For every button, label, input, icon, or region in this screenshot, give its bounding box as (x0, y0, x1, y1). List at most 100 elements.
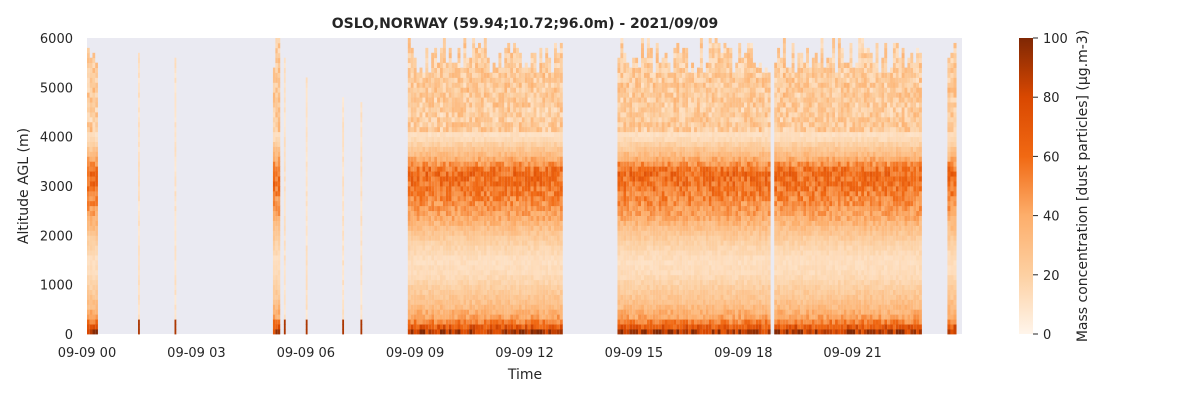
heatmap-cell (641, 38, 644, 44)
heatmap-cell (457, 131, 461, 138)
heatmap-cell (480, 112, 484, 118)
heatmap-cell (548, 141, 552, 147)
heatmap-cell (434, 299, 438, 305)
heatmap-cell (655, 195, 659, 202)
heatmap-cell (554, 102, 557, 108)
heatmap-cell (617, 294, 621, 300)
heatmap-cell (360, 225, 363, 231)
heatmap-cell (416, 156, 420, 162)
heatmap-cell (652, 260, 656, 266)
heatmap-cell (138, 215, 140, 221)
heatmap-cell (486, 166, 490, 172)
heatmap-cell (559, 210, 563, 216)
heatmap-cell (431, 67, 435, 73)
heatmap-cell (489, 210, 493, 216)
heatmap-cell (442, 121, 446, 128)
heatmap-cell (638, 309, 642, 315)
heatmap-cell (548, 87, 552, 93)
heatmap-cell (554, 269, 557, 276)
heatmap-cell (451, 62, 455, 68)
heatmap-cell (480, 77, 484, 83)
heatmap-cell (277, 225, 281, 231)
heatmap-cell (536, 190, 540, 197)
heatmap-cell (643, 274, 647, 281)
heatmap-cell (407, 269, 411, 276)
heatmap-cell (283, 57, 286, 64)
heatmap-cell (527, 230, 531, 236)
heatmap-cell (545, 102, 549, 108)
heatmap-cell (457, 141, 461, 147)
heatmap-cell (469, 195, 473, 202)
heatmap-cell (428, 255, 432, 261)
heatmap-cell (454, 72, 458, 78)
heatmap-cell (448, 141, 452, 147)
heatmap-cell (516, 112, 519, 118)
heatmap-cell (551, 250, 555, 256)
heatmap-cell (138, 121, 140, 128)
heatmap-cell (272, 166, 276, 172)
heatmap-cell (428, 195, 432, 202)
heatmap-cell (305, 250, 308, 256)
heatmap-cell (89, 136, 93, 142)
heatmap-cell (483, 107, 487, 113)
heatmap-cell (425, 47, 429, 54)
heatmap-cell (434, 116, 438, 123)
heatmap-cell (445, 62, 449, 68)
heatmap-cell (283, 171, 286, 177)
heatmap-cell (272, 156, 276, 162)
heatmap-cell (413, 146, 417, 152)
heatmap-cell (632, 161, 636, 167)
heatmap-cell (463, 141, 467, 147)
heatmap-cell (475, 107, 478, 113)
heatmap-cell (533, 205, 537, 212)
heatmap-cell (559, 245, 563, 251)
heatmap-cell (277, 284, 281, 290)
heatmap-cell (507, 205, 511, 212)
heatmap-cell (483, 250, 487, 256)
heatmap-cell (626, 264, 630, 271)
heatmap-cell (510, 220, 514, 226)
heatmap-cell (545, 314, 549, 320)
heatmap-cell (95, 314, 98, 320)
heatmap-cell (445, 121, 449, 128)
heatmap-cell (626, 304, 630, 310)
heatmap-cell (407, 116, 411, 123)
heatmap-cell (617, 289, 621, 295)
heatmap-cell (673, 102, 677, 108)
heatmap-cell (673, 279, 677, 286)
heatmap-cell (419, 176, 423, 182)
heatmap-cell (676, 116, 680, 123)
heatmap-cell (460, 102, 464, 108)
heatmap-cell (457, 67, 461, 73)
heatmap-cell (679, 121, 683, 128)
heatmap-cell (559, 72, 563, 78)
heatmap-cell (342, 279, 345, 286)
heatmap-cell (638, 126, 642, 133)
heatmap-cell (277, 245, 281, 251)
heatmap-cell (664, 264, 668, 271)
heatmap-cell (431, 107, 435, 113)
heatmap-cell (448, 324, 452, 330)
heatmap-cell (658, 260, 662, 266)
heatmap-cell (649, 309, 653, 315)
heatmap-cell (407, 97, 411, 103)
heatmap-cell (626, 289, 630, 295)
heatmap-cell (617, 156, 621, 162)
heatmap-cell (469, 92, 473, 98)
heatmap-cell (513, 264, 516, 271)
heatmap-cell (472, 299, 476, 305)
heatmap-cell (655, 299, 659, 305)
heatmap-cell (437, 126, 440, 133)
heatmap-cell (416, 116, 420, 123)
heatmap-cell (475, 57, 478, 64)
heatmap-cell (524, 264, 528, 271)
heatmap-cell (480, 141, 484, 147)
heatmap-cell (510, 294, 514, 300)
heatmap-cell (554, 186, 557, 192)
heatmap-cell (272, 210, 276, 216)
heatmap-cell (416, 279, 420, 286)
heatmap-cell (655, 255, 659, 261)
heatmap-cell (617, 240, 621, 246)
heatmap-cell (437, 141, 440, 147)
heatmap-cell (556, 255, 560, 261)
